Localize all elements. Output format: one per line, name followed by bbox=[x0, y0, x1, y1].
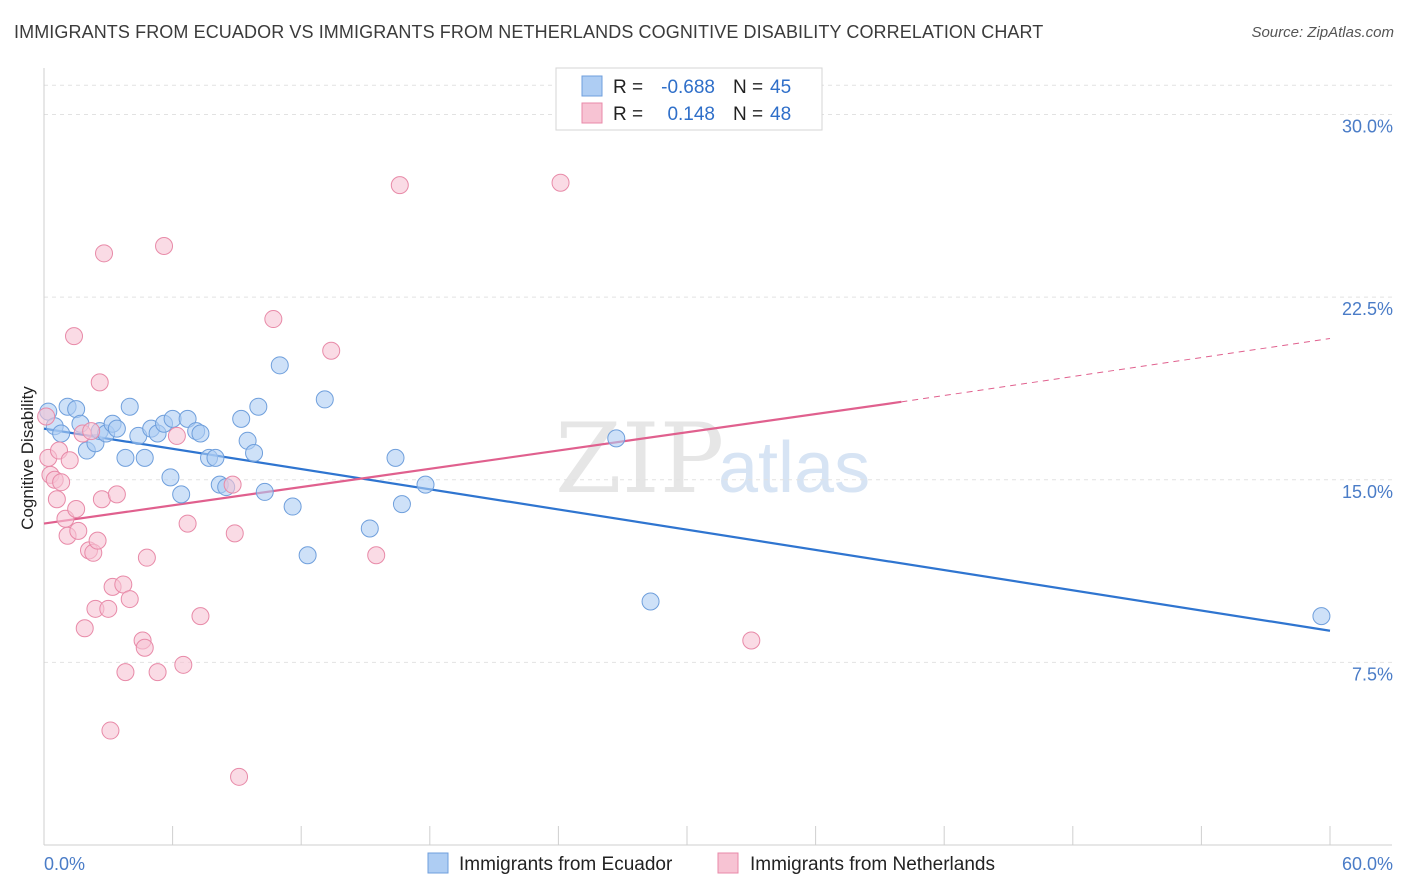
source-note: Source: ZipAtlas.com bbox=[1251, 24, 1394, 41]
netherlands-point bbox=[52, 473, 71, 492]
ecuador-point bbox=[178, 409, 197, 428]
netherlands-point bbox=[95, 244, 114, 263]
chart-title: IMMIGRANTS FROM ECUADOR VS IMMIGRANTS FR… bbox=[14, 22, 1044, 42]
netherlands-point bbox=[230, 767, 249, 786]
watermark-zip: ZIP bbox=[555, 403, 724, 515]
netherlands-trend-extension bbox=[901, 338, 1331, 403]
ecuador-point bbox=[52, 424, 71, 443]
legend-r-label-netherlands: R = bbox=[613, 104, 643, 125]
netherlands-point bbox=[107, 485, 126, 504]
x-tick-label: 0.0% bbox=[44, 854, 85, 874]
y-tick-label: 7.5% bbox=[1352, 664, 1393, 684]
ecuador-point bbox=[116, 448, 135, 467]
netherlands-point bbox=[120, 590, 139, 609]
netherlands-point bbox=[60, 451, 79, 470]
y-tick-label: 30.0% bbox=[1342, 117, 1393, 137]
ecuador-point bbox=[360, 519, 379, 538]
ecuador-point bbox=[283, 497, 302, 516]
netherlands-point bbox=[367, 546, 386, 565]
netherlands-point bbox=[67, 499, 86, 518]
ecuador-trend-line bbox=[43, 427, 1331, 632]
legend-swatch-ecuador bbox=[581, 75, 603, 97]
netherlands-point bbox=[148, 663, 167, 682]
ecuador-point bbox=[120, 397, 139, 416]
data-points bbox=[37, 173, 1331, 786]
bottom-legend-label-netherlands: Immigrants from Netherlands bbox=[750, 854, 995, 875]
bottom-legend-label-ecuador: Immigrants from Ecuador bbox=[459, 854, 673, 875]
netherlands-point bbox=[225, 524, 244, 543]
netherlands-trend-line bbox=[43, 400, 902, 525]
legend-n-value-ecuador: 45 bbox=[770, 77, 791, 98]
netherlands-point bbox=[551, 173, 570, 192]
ecuador-point bbox=[298, 546, 317, 565]
ecuador-point bbox=[161, 468, 180, 487]
ecuador-point bbox=[206, 448, 225, 467]
trend-lines bbox=[43, 338, 1331, 632]
ecuador-point bbox=[172, 485, 191, 504]
legend-swatch-netherlands bbox=[581, 102, 603, 124]
ecuador-point bbox=[245, 443, 264, 462]
x-tick-label: 60.0% bbox=[1342, 854, 1393, 874]
netherlands-point bbox=[742, 631, 761, 650]
ecuador-point bbox=[641, 592, 660, 611]
ecuador-point bbox=[607, 429, 626, 448]
ecuador-point bbox=[107, 419, 126, 438]
legend-r-value-netherlands: 0.148 bbox=[667, 104, 715, 125]
y-axis-label: Cognitive Disability bbox=[18, 386, 37, 530]
bottom-legend-swatch-ecuador bbox=[427, 852, 449, 874]
ecuador-point bbox=[416, 475, 435, 494]
netherlands-point bbox=[82, 422, 101, 441]
netherlands-point bbox=[155, 237, 174, 256]
bottom-legend: Immigrants from Ecuador Immigrants from … bbox=[427, 852, 995, 875]
legend-r-value-ecuador: -0.688 bbox=[661, 77, 715, 98]
bottom-legend-swatch-netherlands bbox=[717, 852, 739, 874]
netherlands-point bbox=[75, 619, 94, 638]
netherlands-point bbox=[99, 599, 118, 618]
ecuador-point bbox=[386, 448, 405, 467]
netherlands-point bbox=[191, 607, 210, 626]
tick-labels: 7.5% 15.0% 22.5% 30.0% 0.0% 60.0% bbox=[44, 117, 1393, 874]
legend-n-label-netherlands: N = bbox=[733, 104, 763, 125]
y-tick-label: 22.5% bbox=[1342, 299, 1393, 319]
netherlands-point bbox=[88, 531, 107, 550]
y-tick-label: 15.0% bbox=[1342, 482, 1393, 502]
netherlands-point bbox=[390, 176, 409, 195]
ecuador-point bbox=[249, 397, 268, 416]
ecuador-point bbox=[163, 409, 182, 428]
ecuador-point bbox=[315, 390, 334, 409]
netherlands-point bbox=[69, 521, 88, 540]
netherlands-point bbox=[116, 663, 135, 682]
netherlands-point bbox=[137, 548, 156, 567]
ecuador-point bbox=[1312, 607, 1331, 626]
netherlands-point bbox=[178, 514, 197, 533]
legend-r-label-ecuador: R = bbox=[613, 77, 643, 98]
netherlands-point bbox=[322, 341, 341, 360]
netherlands-point bbox=[90, 373, 109, 392]
netherlands-point bbox=[47, 490, 66, 509]
legend-n-value-netherlands: 48 bbox=[770, 104, 791, 125]
ecuador-point bbox=[232, 409, 251, 428]
netherlands-point bbox=[65, 327, 84, 346]
netherlands-point bbox=[223, 475, 242, 494]
ecuador-point bbox=[191, 424, 210, 443]
grid-lines bbox=[44, 84, 1392, 663]
watermark-atlas: atlas bbox=[718, 428, 870, 508]
ecuador-point bbox=[392, 495, 411, 514]
ecuador-point bbox=[255, 482, 274, 501]
netherlands-point bbox=[101, 721, 120, 740]
netherlands-point bbox=[264, 310, 283, 329]
ecuador-point bbox=[270, 356, 289, 375]
legend-box: R = -0.688 N = 45 R = 0.148 N = 48 bbox=[555, 67, 823, 131]
ecuador-point bbox=[135, 448, 154, 467]
netherlands-point bbox=[37, 407, 56, 426]
netherlands-point bbox=[135, 638, 154, 657]
netherlands-point bbox=[92, 490, 111, 509]
netherlands-point bbox=[167, 426, 186, 445]
netherlands-point bbox=[174, 655, 193, 674]
legend-n-label-ecuador: N = bbox=[733, 77, 763, 98]
